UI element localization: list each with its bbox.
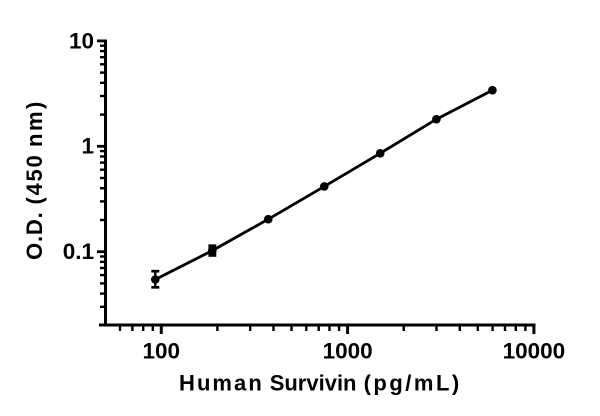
svg-text:1: 1 [81,134,94,159]
svg-text:0.1: 0.1 [63,239,94,264]
svg-text:O.D.(450nm): O.D.(450nm) [22,99,47,260]
svg-text:10000: 10000 [503,339,566,364]
svg-text:100: 100 [143,339,181,364]
svg-text:10: 10 [69,28,94,53]
svg-text:1000: 1000 [323,339,373,364]
